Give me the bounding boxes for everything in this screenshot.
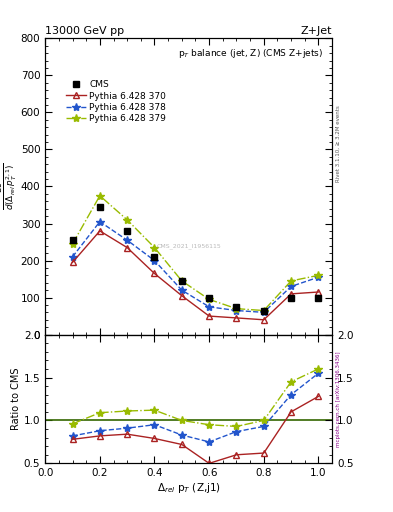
Pythia 6.428 379	[289, 278, 294, 284]
Line: Pythia 6.428 370: Pythia 6.428 370	[69, 227, 322, 323]
Y-axis label: $\frac{d\sigma}{d(\Delta_{rel}\,p_T^{2,1})}$: $\frac{d\sigma}{d(\Delta_{rel}\,p_T^{2,1…	[0, 163, 19, 210]
Text: p$_T$ balance (jet, Z) (CMS Z+jets): p$_T$ balance (jet, Z) (CMS Z+jets)	[178, 47, 323, 60]
Pythia 6.428 370	[234, 315, 239, 321]
Pythia 6.428 379	[97, 193, 102, 199]
Pythia 6.428 379	[125, 217, 130, 223]
Pythia 6.428 370	[152, 270, 157, 276]
Legend: CMS, Pythia 6.428 370, Pythia 6.428 378, Pythia 6.428 379: CMS, Pythia 6.428 370, Pythia 6.428 378,…	[64, 78, 168, 125]
Pythia 6.428 379	[180, 278, 184, 284]
Pythia 6.428 370	[97, 228, 102, 234]
Line: Pythia 6.428 378: Pythia 6.428 378	[68, 218, 323, 316]
CMS	[261, 307, 266, 313]
Text: Z+Jet: Z+Jet	[301, 26, 332, 36]
Line: CMS: CMS	[70, 204, 321, 314]
Pythia 6.428 378	[234, 307, 239, 313]
Pythia 6.428 378	[207, 304, 211, 310]
Y-axis label: Ratio to CMS: Ratio to CMS	[11, 368, 21, 430]
Pythia 6.428 379	[207, 296, 211, 303]
Pythia 6.428 379	[70, 241, 75, 247]
Pythia 6.428 379	[152, 245, 157, 251]
Text: mcplots.cern.ch [arXiv:1306.3436]: mcplots.cern.ch [arXiv:1306.3436]	[336, 352, 341, 447]
Pythia 6.428 370	[180, 293, 184, 299]
Text: Rivet 3.1.10, ≥ 3.2M events: Rivet 3.1.10, ≥ 3.2M events	[336, 105, 341, 182]
CMS	[234, 304, 239, 310]
CMS	[125, 228, 130, 234]
CMS	[70, 237, 75, 243]
Pythia 6.428 379	[261, 307, 266, 313]
Pythia 6.428 370	[70, 259, 75, 265]
CMS	[289, 294, 294, 301]
Pythia 6.428 378	[289, 283, 294, 289]
Pythia 6.428 379	[234, 306, 239, 312]
Pythia 6.428 378	[316, 274, 321, 280]
Line: Pythia 6.428 379: Pythia 6.428 379	[68, 191, 323, 315]
Pythia 6.428 378	[261, 309, 266, 315]
X-axis label: $\Delta_{rel}$ p$_{T}$ (Z,j1): $\Delta_{rel}$ p$_{T}$ (Z,j1)	[157, 481, 220, 495]
Pythia 6.428 370	[207, 313, 211, 319]
Pythia 6.428 379	[316, 272, 321, 279]
CMS	[207, 294, 211, 301]
Pythia 6.428 378	[70, 254, 75, 260]
Pythia 6.428 378	[125, 237, 130, 243]
Pythia 6.428 370	[289, 291, 294, 297]
Text: 13000 GeV pp: 13000 GeV pp	[45, 26, 124, 36]
CMS	[97, 204, 102, 210]
Pythia 6.428 370	[125, 245, 130, 251]
CMS	[316, 294, 321, 301]
Pythia 6.428 378	[97, 219, 102, 225]
Pythia 6.428 378	[152, 258, 157, 264]
CMS	[152, 254, 157, 260]
Text: CMS_2021_I1956115: CMS_2021_I1956115	[156, 243, 221, 248]
Pythia 6.428 370	[316, 289, 321, 295]
Pythia 6.428 370	[261, 317, 266, 323]
Pythia 6.428 378	[180, 287, 184, 293]
CMS	[180, 278, 184, 284]
